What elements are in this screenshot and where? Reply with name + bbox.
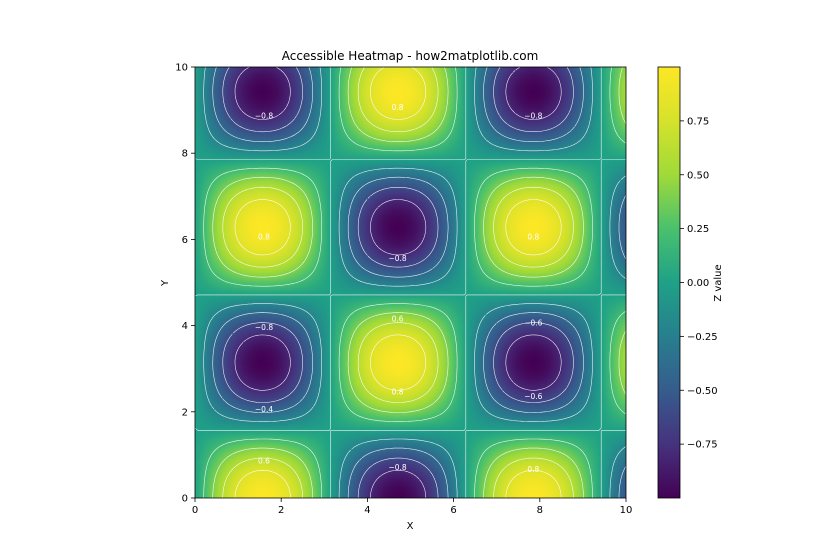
- chart-title: Accessible Heatmap - how2matplotlib.com: [282, 49, 539, 63]
- y-tick-label: 0: [182, 494, 188, 505]
- contour-label: 0.8: [392, 388, 404, 397]
- contour-labels: 0.6 −0.8 0.8 −0.4 0.8 −0.6 −0.8 0.6 −0.6 0.8 −0.8 0…: [255, 103, 543, 474]
- contour-line: [212, 67, 626, 498]
- heatmap-plot: 0.6 −0.8 0.8 −0.4 0.8 −0.6 −0.8 0.6 −0.6 0.8 −0.8 0…: [194, 66, 627, 499]
- y-tick-label: 8: [182, 149, 188, 160]
- colorbar-tick-label: −0.25: [687, 332, 718, 343]
- contour-label: 0.6: [392, 314, 404, 323]
- contour-label: −0.6: [524, 392, 542, 401]
- contour-label: −0.8: [388, 463, 406, 472]
- contour-label: 0.8: [258, 232, 270, 241]
- x-tick-label: 4: [364, 505, 370, 516]
- y-axis-label: Y: [160, 279, 171, 287]
- contour-line: [234, 67, 562, 498]
- contour-label: −0.8: [388, 254, 406, 263]
- contour-line: [222, 67, 574, 498]
- x-tick-label: 0: [192, 505, 198, 516]
- colorbar: 0.75 0.50 0.25 0.00 −0.25 −0.50 −0.75 Z value: [657, 66, 724, 499]
- contour-line: [203, 67, 626, 498]
- colorbar-tick-label: 0.75: [687, 116, 709, 127]
- colorbar-tick-label: −0.75: [687, 440, 718, 451]
- colorbar-tick-label: 0.00: [687, 278, 709, 289]
- contour-label: 0.8: [527, 465, 539, 474]
- x-tick-label: 6: [450, 505, 456, 516]
- heatmap-image: [195, 67, 626, 498]
- contour-line: [222, 67, 574, 498]
- colorbar-tick-label: −0.50: [687, 386, 718, 397]
- colorbar-label: Z value: [713, 264, 724, 301]
- contour-line: [203, 67, 626, 498]
- x-axis: 0 2 4 6 8 10: [192, 498, 633, 516]
- contour-label: 0.6: [258, 457, 270, 466]
- y-axis: 0 2 4 6 8 10: [175, 63, 195, 505]
- contour-label: −0.6: [524, 319, 542, 328]
- x-axis-label: X: [407, 521, 414, 532]
- contour-label: −0.4: [255, 405, 273, 414]
- y-tick-label: 2: [182, 407, 188, 418]
- contour-line: [234, 67, 562, 498]
- colorbar-tick-label: 0.25: [687, 224, 709, 235]
- x-tick-label: 8: [537, 505, 543, 516]
- x-tick-label: 10: [620, 505, 633, 516]
- contour-label: −0.8: [255, 323, 273, 332]
- colorbar-gradient: [657, 66, 681, 499]
- x-tick-label: 2: [278, 505, 284, 516]
- contour-label: 0.8: [527, 232, 539, 241]
- colorbar-ticks: 0.75 0.50 0.25 0.00 −0.25 −0.50 −0.75: [680, 116, 718, 451]
- y-tick-label: 4: [182, 321, 188, 332]
- contour-label: −0.8: [524, 112, 542, 121]
- contour-label: −0.8: [255, 112, 273, 121]
- y-tick-label: 6: [182, 235, 188, 246]
- contour-line: [212, 67, 626, 498]
- contour-line: [195, 67, 626, 498]
- contour-label: 0.8: [392, 103, 404, 112]
- y-tick-label: 10: [175, 63, 188, 74]
- contour-lines: [195, 67, 626, 498]
- colorbar-tick-label: 0.50: [687, 170, 709, 181]
- plot-frame: [194, 66, 627, 499]
